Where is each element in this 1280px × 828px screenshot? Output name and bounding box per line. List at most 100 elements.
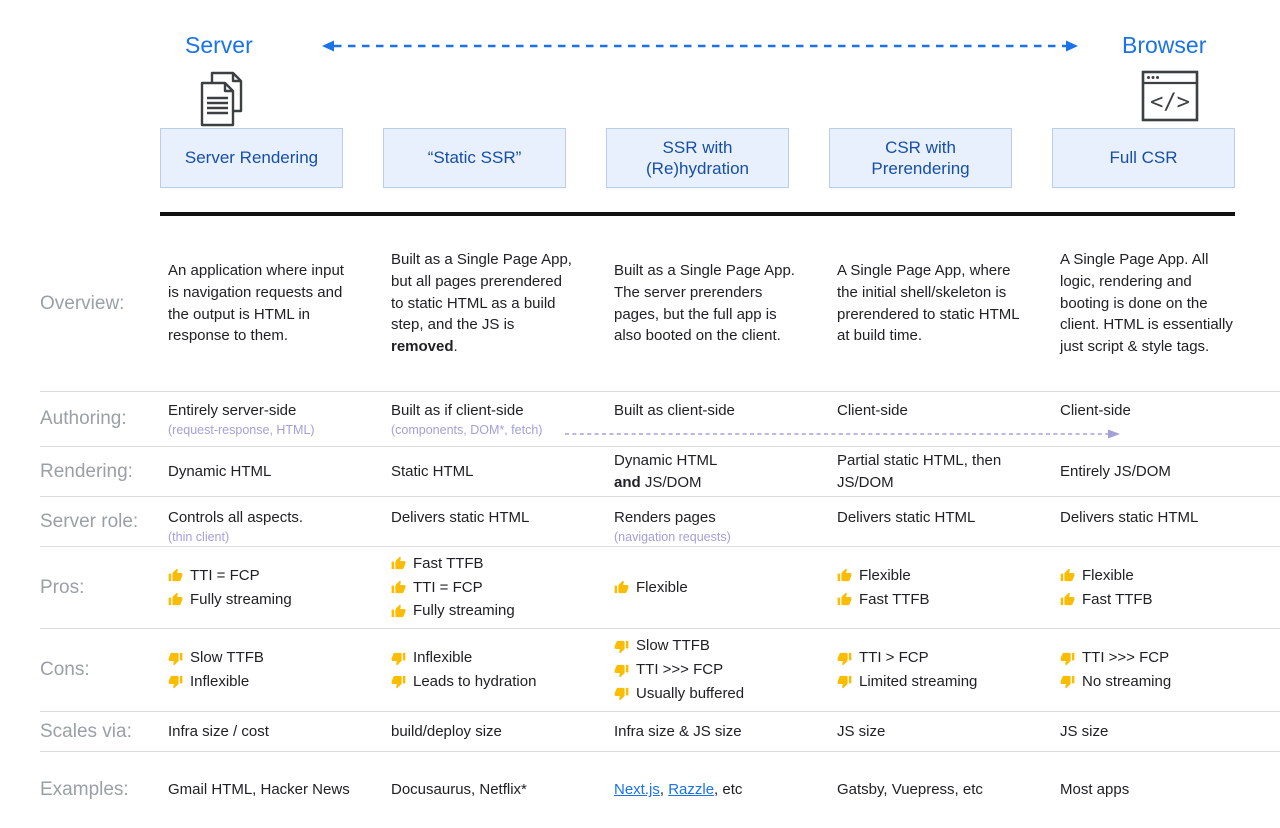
pros-cell-ssr-rehydration: Flexible [606,575,829,601]
authoring-cell-static-ssr: Built as if client-side (components, DOM… [391,402,543,438]
row-label-examples: Examples: [40,779,129,800]
rendering-cell-csr-prerendering: Partial static HTML, then JS/DOM [837,451,1002,491]
overview-cell-csr-prerendering: A Single Page App, where the initial she… [837,262,1020,345]
rendering-cell-ssr-rehydration: Dynamic HTML and JS/DOM [614,451,718,491]
column-header-csr-prerendering: CSR with Prerendering [829,128,1012,188]
con-item: Usually buffered [614,683,797,705]
razzle-link[interactable]: Razzle [668,781,715,799]
column-header-server-rendering: Server Rendering [160,128,343,188]
pros-cell-full-csr: Flexible Fast TTFB [1052,563,1275,613]
overview-cell-server-rendering: An application where input is navigation… [168,262,344,345]
examples-cell-ssr-rehydration: Next.js, Razzle, etc [614,781,743,799]
con-item: TTI >>> FCP [1060,647,1243,669]
column-headers: Server Rendering “Static SSR” SSR with (… [40,128,1280,188]
con-item: TTI > FCP [837,647,1020,669]
overview-row: Overview: An application where input is … [40,216,1280,392]
pro-item: Fully streaming [391,600,574,622]
scales-cell-static-ssr: build/deploy size [391,722,502,740]
server-browser-arrow-icon [322,40,1078,52]
row-label-overview: Overview: [40,292,125,314]
con-item: TTI >>> FCP [614,659,797,681]
row-label-rendering: Rendering: [40,460,133,482]
thumbs-down-icon [1060,651,1075,666]
con-item: Leads to hydration [391,671,574,693]
server-role-cell-ssr-rehydration: Renders pages (navigation requests) [614,509,731,545]
pro-item: TTI = FCP [168,565,351,587]
thumbs-down-icon [837,651,852,666]
examples-cell-static-ssr: Docusaurus, Netflix* [391,781,527,799]
con-item: Slow TTFB [614,635,797,657]
row-label-cons: Cons: [40,659,90,680]
thumbs-up-icon [168,592,183,607]
overview-cell-static-ssr: Built as a Single Page App, but all page… [391,251,572,356]
rendering-cell-static-ssr: Static HTML [391,462,474,480]
examples-cell-server-rendering: Gmail HTML, Hacker News [168,781,350,799]
column-header-full-csr: Full CSR [1052,128,1235,188]
thumbs-down-icon [168,674,183,689]
pro-item: Flexible [1060,565,1243,587]
thumbs-up-icon [1060,592,1075,607]
authoring-cell-full-csr: Client-side [1060,402,1131,419]
thumbs-up-icon [391,556,406,571]
thumbs-up-icon [614,580,629,595]
thumbs-down-icon [391,674,406,689]
authoring-cell-ssr-rehydration: Built as client-side [614,402,735,419]
thumbs-down-icon [1060,674,1075,689]
pro-item: Flexible [614,577,797,599]
rendering-cell-full-csr: Entirely JS/DOM [1060,462,1171,480]
authoring-cell-server-rendering: Entirely server-side (request-response, … [168,402,315,438]
pro-item: Fast TTFB [391,553,574,575]
thumbs-down-icon [837,674,852,689]
row-label-scales: Scales via: [40,720,132,742]
authoring-cell-csr-prerendering: Client-side [837,402,908,419]
cons-cell-ssr-rehydration: Slow TTFB TTI >>> FCP Usually buffered [606,633,829,706]
row-label-server-role: Server role: [40,510,139,532]
pro-item: Fully streaming [168,589,351,611]
examples-row: Examples: Gmail HTML, Hacker News Docusa… [40,752,1280,828]
table-top-divider [160,212,1235,216]
con-item: Slow TTFB [168,647,351,669]
thumbs-up-icon [837,592,852,607]
thumbs-down-icon [168,651,183,666]
thumbs-down-icon [391,651,406,666]
overview-cell-full-csr: A Single Page App. All logic, rendering … [1060,251,1233,356]
cons-cell-full-csr: TTI >>> FCP No streaming [1052,645,1275,695]
server-role-cell-static-ssr: Delivers static HTML [391,509,530,526]
cons-cell-csr-prerendering: TTI > FCP Limited streaming [829,645,1052,695]
server-role-row: Server role: Controls all aspects. (thin… [40,497,1280,547]
nextjs-link[interactable]: Next.js [614,781,660,799]
cons-cell-server-rendering: Slow TTFB Inflexible [160,645,383,695]
thumbs-down-icon [614,686,629,701]
pros-cell-server-rendering: TTI = FCP Fully streaming [160,563,383,613]
server-documents-icon [200,71,243,127]
scales-cell-full-csr: JS size [1060,722,1109,740]
pro-item: Fast TTFB [1060,589,1243,611]
column-header-static-ssr: “Static SSR” [383,128,566,188]
scales-cell-server-rendering: Infra size / cost [168,722,269,740]
thumbs-up-icon [1060,568,1075,583]
thumbs-up-icon [391,580,406,595]
browser-label: Browser [1122,32,1207,58]
examples-cell-csr-prerendering: Gatsby, Vuepress, etc [837,781,983,799]
row-label-pros: Pros: [40,576,85,598]
examples-cell-full-csr: Most apps [1060,781,1130,799]
flow-header: Server Browser </> [0,0,1280,128]
authoring-row: Authoring: Entirely server-side (request… [40,392,1280,447]
scales-cell-ssr-rehydration: Infra size & JS size [614,722,742,740]
thumbs-up-icon [391,604,406,619]
browser-window-icon: </> [1141,70,1199,122]
client-side-flow-arrow-icon [565,429,1120,439]
thumbs-up-icon [837,568,852,583]
rendering-row: Rendering: Dynamic HTML Static HTML Dyna… [40,447,1280,497]
svg-text:</>: </> [1150,90,1190,115]
pro-item: Flexible [837,565,1020,587]
column-header-ssr-rehydration: SSR with (Re)hydration [606,128,789,188]
con-item: No streaming [1060,671,1243,693]
thumbs-up-icon [168,568,183,583]
thumbs-down-icon [614,639,629,654]
rendering-cell-server-rendering: Dynamic HTML [168,462,272,480]
thumbs-down-icon [614,663,629,678]
pros-cell-csr-prerendering: Flexible Fast TTFB [829,563,1052,613]
server-role-cell-csr-prerendering: Delivers static HTML [837,509,976,526]
pro-item: TTI = FCP [391,577,574,599]
